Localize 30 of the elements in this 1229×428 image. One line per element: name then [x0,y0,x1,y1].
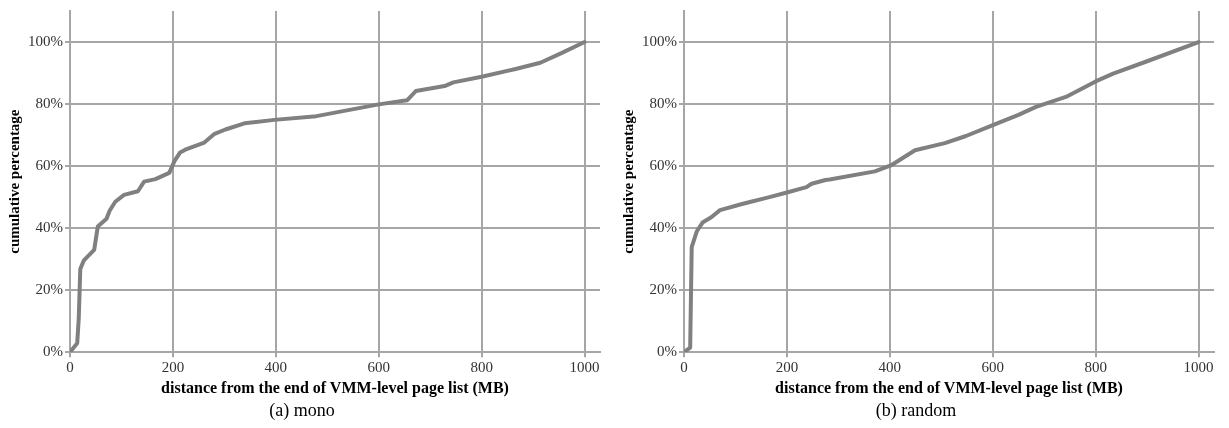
x-tick-label: 0 [66,359,74,376]
x-tick-label: 200 [775,359,799,376]
y-axis-title: cumulative percentage [5,109,22,254]
x-tick-label: 600 [367,359,390,376]
y-tick-label: 40% [649,219,677,236]
y-tick-label: 100% [28,32,63,49]
y-tick-label: 20% [649,281,677,298]
x-tick-label: 800 [1084,359,1107,376]
x-tick-label: 1000 [569,359,600,376]
y-tick-label: 0% [657,343,677,360]
x-tick-label: 200 [161,359,185,376]
x-tick-label: 400 [264,359,288,376]
x-tick-label: 1000 [1183,359,1214,376]
y-tick-label: 80% [649,94,677,111]
y-tick-label: 60% [649,157,677,174]
text: (b) random [875,399,957,421]
y-axis-title: cumulative percentage [619,109,636,254]
y-tick-label: 100% [642,32,677,49]
text: (a) mono [269,399,335,421]
x-tick-label: 400 [878,359,902,376]
x-tick-label: 800 [470,359,493,376]
y-tick-label: 60% [35,157,63,174]
y-tick-label: 20% [35,281,63,298]
y-tick-label: 0% [43,343,63,360]
y-tick-label: 80% [35,94,63,111]
x-axis-title: distance from the end of VMM-level page list (MB) [161,378,509,397]
y-tick-label: 40% [35,219,63,236]
x-tick-label: 600 [981,359,1004,376]
x-axis-title: distance from the end of VMM-level page list (MB) [775,378,1123,397]
x-tick-label: 0 [680,359,688,376]
